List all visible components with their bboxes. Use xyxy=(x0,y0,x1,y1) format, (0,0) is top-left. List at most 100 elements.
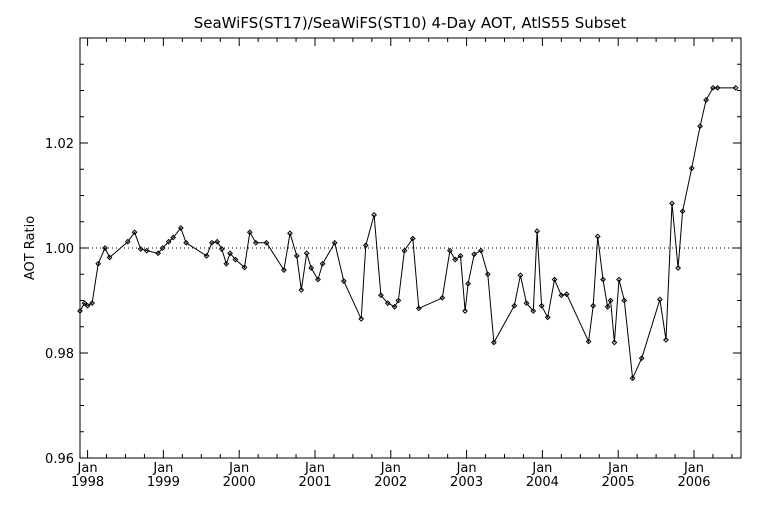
data-point xyxy=(697,123,703,130)
data-point xyxy=(102,245,108,251)
data-point xyxy=(214,238,221,245)
data-point xyxy=(362,242,369,249)
data-point xyxy=(490,339,497,346)
data-point xyxy=(378,292,384,299)
data-point xyxy=(594,233,601,240)
x-tick-label-year: 2000 xyxy=(223,475,256,490)
data-point xyxy=(177,225,184,231)
data-point xyxy=(106,254,113,261)
data-point xyxy=(84,302,91,309)
x-tick-label-month: Jan xyxy=(77,461,98,476)
data-point xyxy=(263,239,270,246)
data-point xyxy=(590,302,597,309)
data-point xyxy=(95,260,102,267)
data-point xyxy=(131,229,138,236)
data-point xyxy=(315,276,321,283)
data-point xyxy=(484,271,491,278)
data-point xyxy=(478,247,484,254)
data-point xyxy=(415,305,422,312)
data-point xyxy=(358,315,365,322)
data-point xyxy=(679,208,686,215)
data-point xyxy=(223,260,230,267)
data-point xyxy=(77,308,83,314)
data-point xyxy=(298,287,305,293)
data-point xyxy=(252,239,259,246)
data-point xyxy=(218,246,225,252)
data-point xyxy=(319,260,326,267)
x-axis: Jan1998Jan1999Jan2000Jan2001Jan2002Jan20… xyxy=(71,38,733,490)
y-axis-label: AOT Ratio xyxy=(23,216,38,280)
data-point xyxy=(183,239,190,246)
data-point xyxy=(340,278,347,284)
data-point xyxy=(710,84,716,91)
data-point xyxy=(530,308,537,314)
data-point xyxy=(607,297,614,304)
series-line xyxy=(79,87,736,381)
data-point xyxy=(517,272,524,279)
data-point xyxy=(246,229,253,236)
data-point xyxy=(137,246,144,252)
data-point xyxy=(232,256,239,263)
data-point xyxy=(81,300,88,307)
data-point xyxy=(227,250,233,257)
data-point xyxy=(465,280,472,287)
x-tick-label-year: 2006 xyxy=(677,475,710,490)
x-tick-label-month: Jan xyxy=(683,461,704,476)
data-point xyxy=(208,239,215,246)
y-tick-label: 1.00 xyxy=(45,242,74,257)
x-tick-label-month: Jan xyxy=(380,461,401,476)
data-point xyxy=(703,97,710,103)
data-point xyxy=(281,267,287,273)
data-point xyxy=(409,235,416,242)
data-point xyxy=(159,245,166,251)
data-point xyxy=(303,250,310,257)
data-point xyxy=(124,238,131,245)
data-point xyxy=(688,165,695,172)
x-tick-label-year: 2002 xyxy=(374,475,407,490)
data-point xyxy=(293,252,300,259)
data-point xyxy=(663,336,669,343)
data-point xyxy=(616,276,622,283)
data-point xyxy=(534,228,540,235)
data-point xyxy=(714,84,721,91)
data-point xyxy=(391,303,398,310)
y-tick-label: 0.98 xyxy=(45,347,74,362)
data-point xyxy=(544,314,551,321)
data-point xyxy=(732,84,739,91)
data-series xyxy=(77,84,739,382)
data-point xyxy=(371,212,378,218)
x-tick-label-month: Jan xyxy=(304,461,325,476)
x-tick-label-month: Jan xyxy=(531,461,552,476)
data-point xyxy=(170,234,177,241)
data-point xyxy=(447,247,453,254)
data-point xyxy=(563,291,570,298)
data-point xyxy=(384,300,391,307)
x-tick-label-month: Jan xyxy=(456,461,477,476)
data-point xyxy=(621,297,628,304)
data-point xyxy=(308,265,315,271)
x-tick-label-month: Jan xyxy=(228,461,249,476)
data-point xyxy=(89,300,96,307)
x-tick-label-month: Jan xyxy=(607,461,628,476)
data-point xyxy=(287,230,293,237)
data-point xyxy=(558,292,565,299)
y-axis: 0.96 0.98 1.00 1.02 xyxy=(45,37,741,467)
x-tick-label-year: 2001 xyxy=(298,475,331,490)
data-point xyxy=(675,265,681,271)
plot-frame xyxy=(79,37,742,459)
data-point xyxy=(551,276,558,283)
data-point xyxy=(462,308,468,314)
data-point xyxy=(511,302,518,309)
data-point xyxy=(669,200,675,207)
data-point xyxy=(395,297,402,304)
x-tick-label-year: 1998 xyxy=(71,475,104,490)
x-tick-label-month: Jan xyxy=(152,461,173,476)
data-point xyxy=(538,302,545,309)
data-point xyxy=(331,239,338,246)
data-point xyxy=(604,303,611,310)
data-point xyxy=(471,251,478,258)
y-tick-label: 1.02 xyxy=(45,137,74,152)
data-point xyxy=(241,264,248,271)
data-point xyxy=(452,256,459,263)
